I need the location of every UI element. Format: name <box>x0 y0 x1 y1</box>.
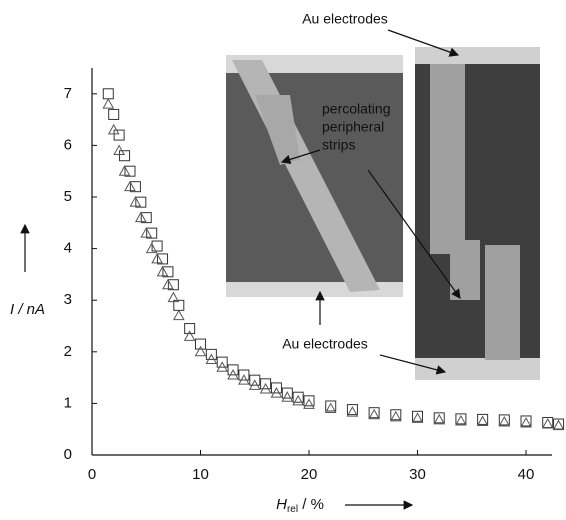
y-tick-label: 3 <box>64 291 72 308</box>
x-label-unit: / % <box>298 496 324 513</box>
x-tick-label: 0 <box>88 466 96 483</box>
y-tick-label: 4 <box>64 240 72 257</box>
annotation: percolating <box>322 101 391 117</box>
point <box>158 254 168 264</box>
x-label-subscript: rel <box>287 504 298 515</box>
point <box>103 99 113 108</box>
point <box>304 396 314 406</box>
annotation: strips <box>322 137 355 153</box>
point <box>174 311 184 320</box>
y-tick-label: 5 <box>64 188 72 205</box>
point <box>114 130 124 140</box>
point <box>293 396 303 405</box>
x-tick-label: 20 <box>301 466 318 483</box>
point <box>103 89 113 99</box>
x-axis-label: Hrel / % <box>276 496 324 515</box>
y-tick-label: 2 <box>64 343 72 360</box>
point <box>185 331 195 340</box>
annotation: Au electrodes <box>282 336 368 352</box>
point <box>120 151 130 161</box>
point <box>152 241 162 251</box>
point <box>293 392 303 402</box>
annotation: Au electrodes <box>302 11 388 27</box>
point <box>109 109 119 119</box>
y-tick-label: 6 <box>64 136 72 153</box>
x-tick-label: 40 <box>518 466 535 483</box>
y-tick-label: 7 <box>64 85 72 102</box>
point <box>304 399 314 408</box>
y-tick-label: 0 <box>64 446 72 463</box>
inset-right <box>415 47 540 380</box>
point <box>196 347 206 356</box>
inset-left <box>226 55 403 297</box>
point <box>554 421 564 430</box>
y-tick-label: 1 <box>64 394 72 411</box>
x-tick-label: 30 <box>409 466 426 483</box>
figure: Au electrodes percolating peripheral str… <box>0 0 566 515</box>
x-label-symbol: H <box>276 496 287 513</box>
x-tick-label: 10 <box>192 466 209 483</box>
y-axis-label: I / nA <box>10 301 45 318</box>
annotation: peripheral <box>322 119 384 135</box>
point <box>282 392 292 401</box>
point <box>543 419 553 428</box>
